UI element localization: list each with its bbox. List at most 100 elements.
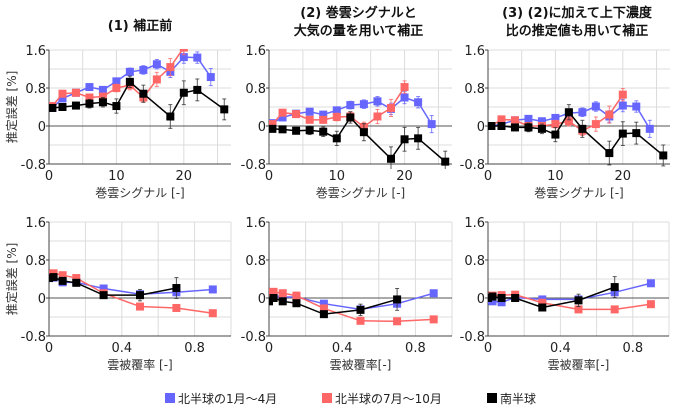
data-point [193,85,202,94]
data-point [537,124,546,133]
data-point [497,294,506,302]
data-point [610,305,619,314]
x-tick-label: 0.4 [550,341,571,356]
data-point [632,102,641,111]
data-point [564,117,573,126]
y-tick-label: 1.6 [245,44,266,59]
data-point [206,73,215,82]
data-point [488,292,497,301]
data-point [359,100,368,109]
y-tick-label: 0 [38,120,46,135]
y-tick-label: -0.8 [241,158,266,173]
x-tick-label: 20 [396,169,413,184]
data-point [72,274,81,283]
data-point [85,83,94,92]
x-tick-label: 0.8 [405,341,426,356]
x-axis-label: 巻雲シグナル [-] [95,186,185,200]
data-point [497,122,506,130]
data-point [319,299,328,308]
data-point [332,106,341,115]
x-tick-label: 0.4 [332,341,353,356]
y-tick-label: 0 [38,292,46,307]
data-point [373,97,382,106]
y-tick-label: -0.8 [460,330,485,345]
x-tick-label: 0 [45,169,53,184]
data-point [305,107,314,116]
data-point [220,105,229,114]
x-tick-label: 20 [176,169,193,184]
y-tick-label: 0.8 [25,254,46,269]
data-point [400,93,409,102]
data-point [166,63,175,72]
data-point [292,291,301,300]
data-point [591,120,600,129]
data-point [139,89,148,98]
data-point [172,303,181,312]
x-tick-label: 10 [108,169,125,184]
y-tick-label: 1.6 [245,216,266,231]
data-point [292,110,301,119]
data-point [112,102,121,111]
series-sh [269,111,450,169]
data-point [574,296,583,305]
data-point [278,297,287,306]
data-point [497,298,506,307]
legend-label: 北半球の7月～10月 [335,392,442,406]
data-point [414,134,423,143]
data-point [332,112,341,121]
data-point [208,309,217,318]
y-tick-label: 0 [477,292,485,307]
data-point [488,122,496,130]
y-tick-label: 0 [477,120,485,135]
data-point [551,113,560,122]
data-point [610,283,619,292]
data-point [578,108,587,117]
legend-item-sh: 南半球 [487,391,536,406]
x-tick-label: 0 [45,341,53,356]
data-point [359,128,368,137]
series-sh [49,75,229,129]
legend-item-nh_jul_oct: 北半球の7月～10月 [322,392,442,406]
series-line [49,276,177,296]
data-point [319,304,328,313]
subplot-title: 大気の量を用いて補正 [294,23,424,39]
series-nh_jan_apr [269,288,438,314]
data-point [346,113,355,122]
y-tick-label: 1.6 [464,216,485,231]
data-point [591,102,600,111]
series-sh [488,276,619,312]
series-nh_jul_oct [488,87,627,136]
data-point [605,149,614,158]
series-sh [488,104,668,167]
data-point [393,317,402,326]
series-sh [269,288,402,319]
y-tick-label: 1.6 [25,44,46,59]
data-point [166,112,175,121]
data-point [511,294,520,302]
data-point [551,130,560,139]
y-tick-label: 0.8 [464,82,485,97]
data-layer [269,80,450,169]
data-point [605,110,614,119]
data-point [510,123,519,132]
data-point [98,85,107,94]
data-point [319,110,328,119]
data-point [269,287,278,296]
y-tick-label: -0.8 [460,158,485,173]
data-point [429,289,438,298]
data-point [71,101,80,110]
subplot-title: (3) (2)に加えて上下濃度 [502,5,653,21]
data-point [152,60,161,69]
data-point [58,89,67,98]
y-tick-label: 0.8 [245,254,266,269]
x-tick-label: 10 [329,169,346,184]
data-point [618,129,627,138]
data-point [393,295,402,304]
data-point [98,92,107,101]
data-point [632,129,641,138]
x-axis-label: 雲被覆率 [-] [107,357,173,372]
data-point [319,115,328,124]
data-point [136,302,144,311]
